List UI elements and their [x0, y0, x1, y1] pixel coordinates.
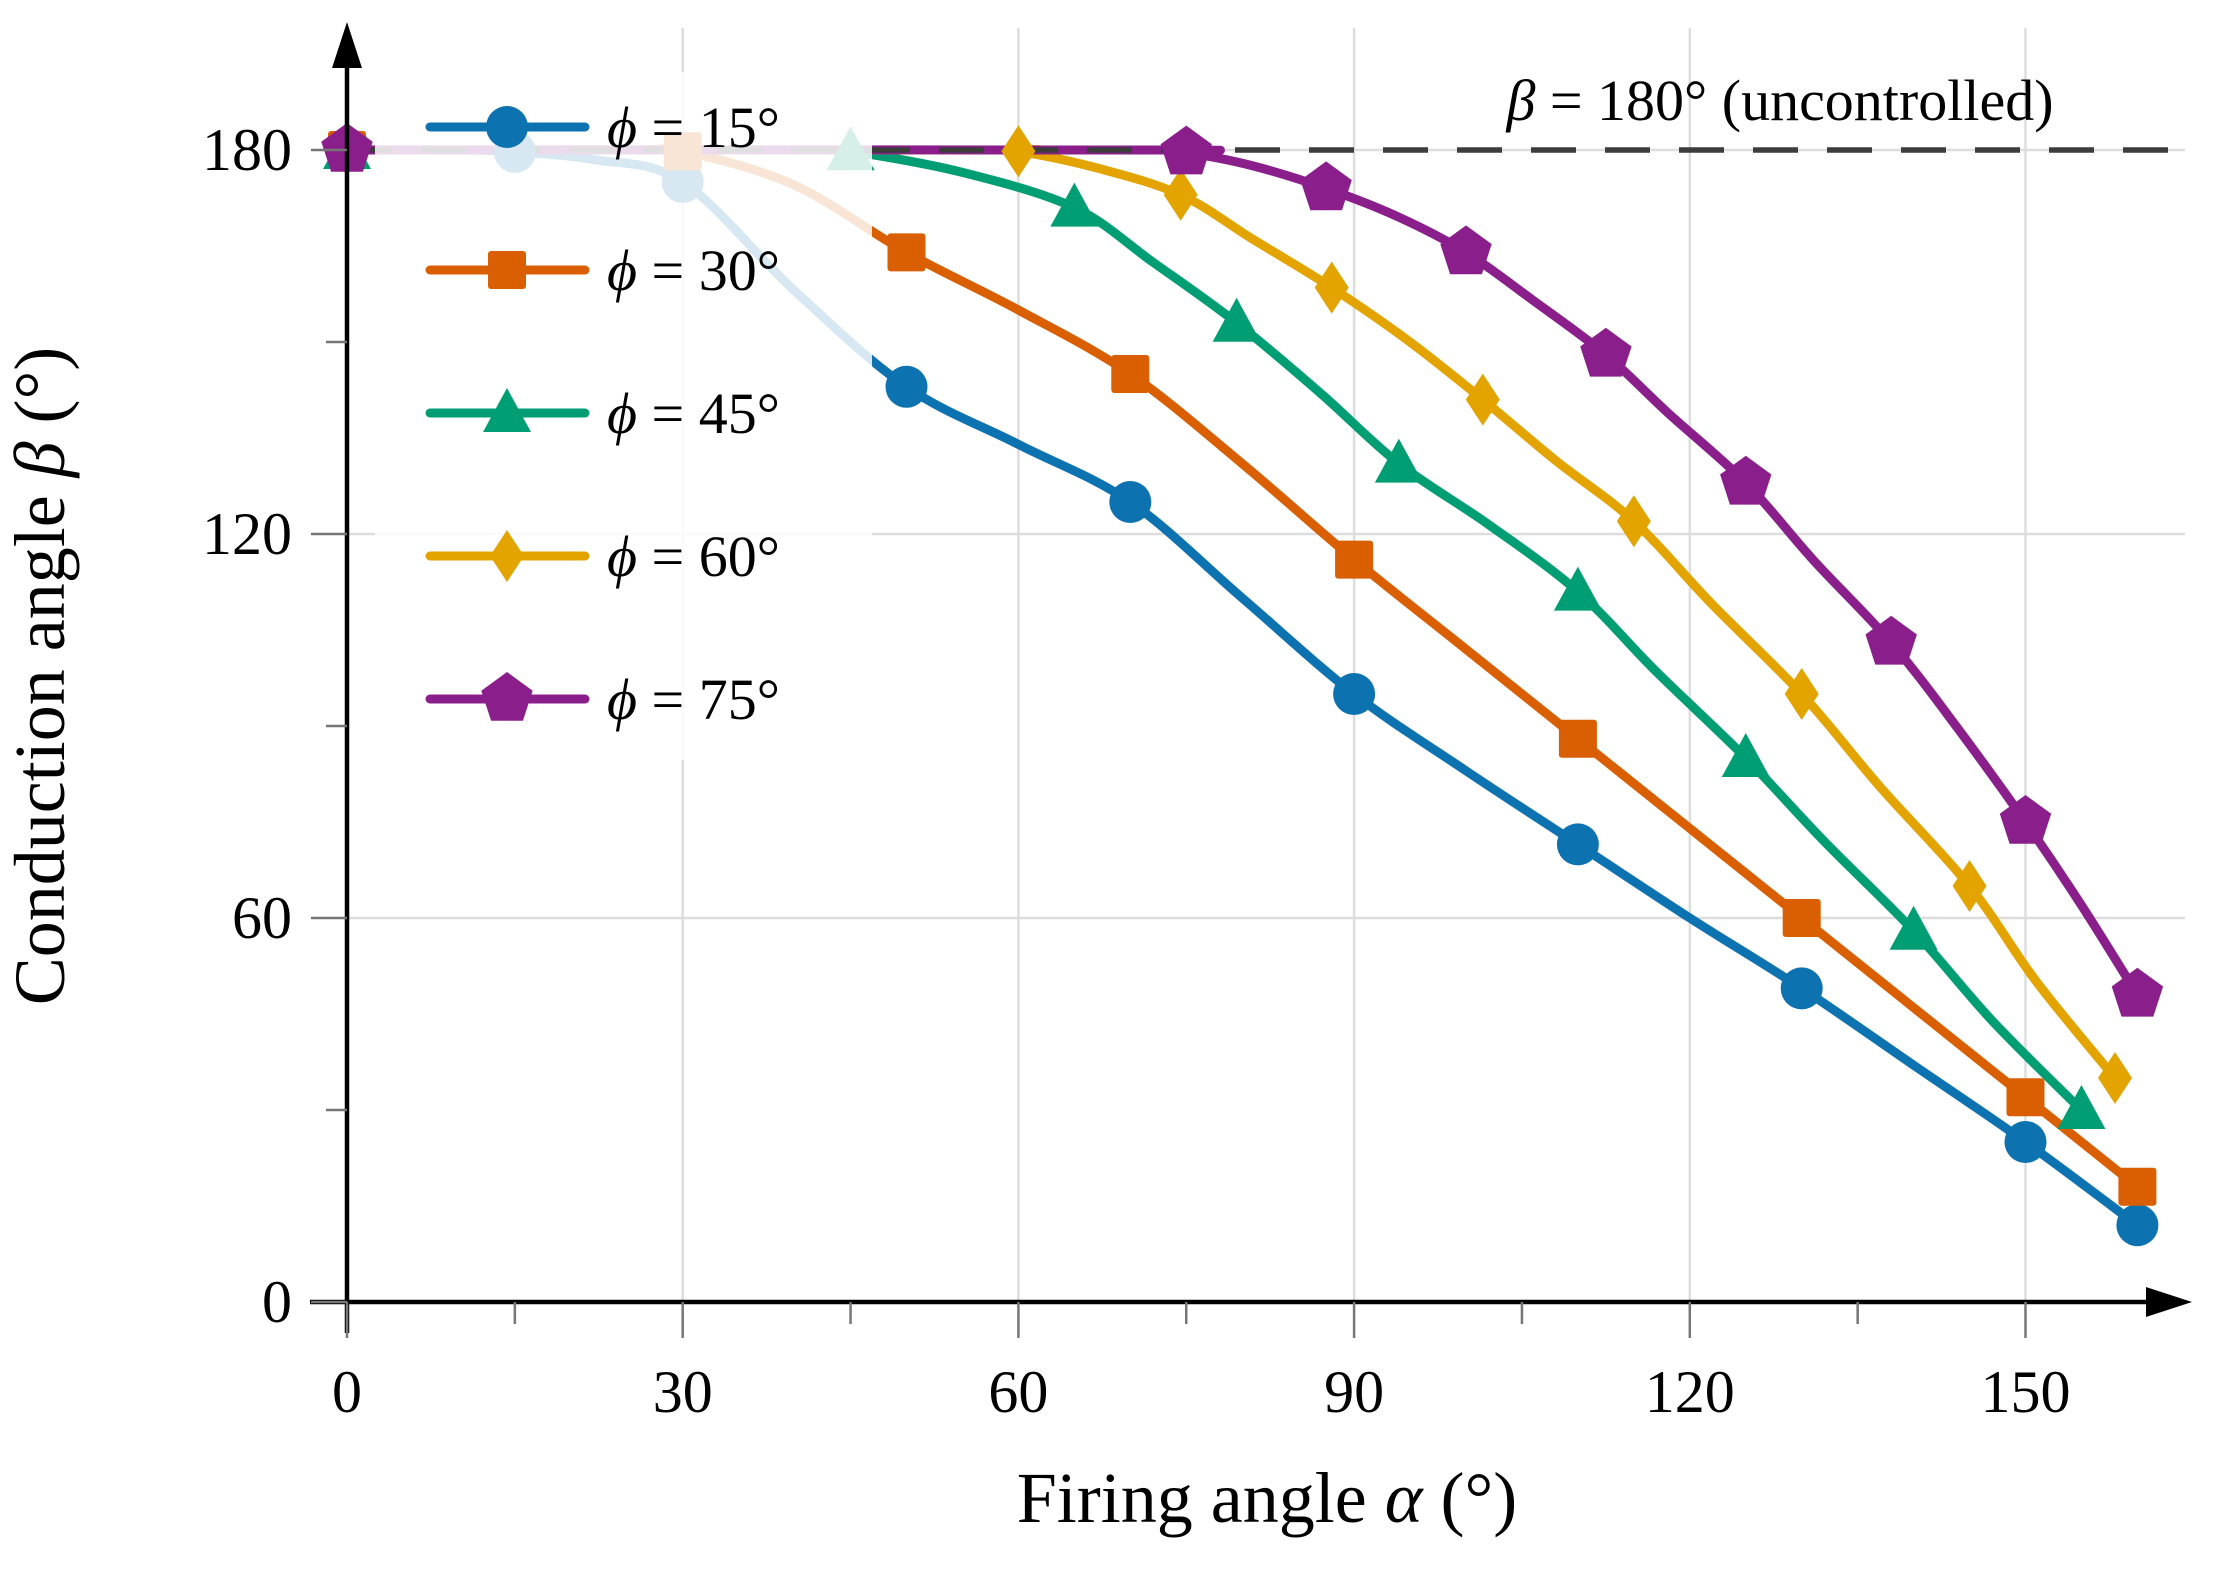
- marker-phi-30: [1111, 355, 1150, 393]
- x-tick-label: 120: [1645, 1359, 1735, 1425]
- legend-marker-diamond: [490, 530, 524, 582]
- marker-phi-60: [1163, 168, 1198, 221]
- x-tick-label: 60: [988, 1359, 1048, 1425]
- legend-marker-triangle: [483, 388, 531, 432]
- marker-phi-60: [1616, 495, 1651, 548]
- legend-label: ϕ = 60°: [607, 524, 780, 589]
- legend-entry-phi-30: ϕ = 30°: [425, 238, 780, 303]
- series-line-phi-75: [342, 145, 2142, 1000]
- y-tick-label: 60: [232, 885, 292, 951]
- axes: [310, 22, 2192, 1333]
- marker-phi-60: [1001, 125, 1036, 178]
- marker-phi-75: [1160, 125, 1212, 175]
- marker-phi-15: [885, 365, 928, 408]
- legend-entry-phi-60: ϕ = 60°: [425, 524, 780, 589]
- legend-label: ϕ = 75°: [607, 667, 780, 732]
- marker-phi-45: [1374, 438, 1423, 483]
- ticks: [311, 148, 2027, 1338]
- marker-phi-30: [2006, 1078, 2045, 1117]
- marker-phi-45: [1050, 182, 1099, 227]
- x-tick-label: 90: [1324, 1359, 1384, 1425]
- marker-phi-15: [1556, 823, 1599, 866]
- marker-phi-30: [1335, 540, 1374, 579]
- x-axis-arrow: [2146, 1287, 2192, 1317]
- marker-phi-15: [1333, 673, 1376, 715]
- marker-phi-75: [1865, 615, 1917, 665]
- legend-entry-phi-45: ϕ = 45°: [425, 381, 780, 446]
- marker-phi-45: [1212, 297, 1261, 342]
- legend-marker-circle: [486, 106, 528, 148]
- marker-phi-45: [1889, 905, 1938, 950]
- marker-phi-75: [1999, 795, 2052, 844]
- legend-entry-phi-75: ϕ = 75°: [425, 667, 780, 732]
- x-tick-label: 150: [1981, 1359, 2071, 1425]
- marker-phi-30: [887, 233, 926, 272]
- x-tick-label: 30: [653, 1359, 713, 1425]
- marker-phi-15: [1109, 481, 1152, 523]
- legend: ϕ = 15° ϕ = 30° ϕ = 45° ϕ = 60° ϕ = 75°: [375, 72, 872, 760]
- legend-label: ϕ = 15°: [607, 95, 780, 160]
- marker-phi-60: [1784, 668, 1819, 720]
- marker-phi-75: [1580, 327, 1632, 377]
- marker-phi-30: [2118, 1167, 2157, 1206]
- reference-line-label: β = 180° (uncontrolled): [1505, 68, 2053, 133]
- marker-phi-30: [1782, 899, 1821, 937]
- x-tick-label: 0: [332, 1359, 362, 1425]
- legend-label: ϕ = 45°: [607, 381, 780, 446]
- marker-phi-30: [1558, 719, 1597, 758]
- marker-phi-15: [1780, 967, 1823, 1010]
- marker-phi-60: [1314, 261, 1349, 314]
- marker-phi-75: [1720, 455, 1772, 505]
- x-axis-label: Firing angle α (°): [1017, 1458, 1518, 1538]
- marker-phi-60: [1952, 860, 1987, 912]
- marker-phi-75: [2111, 967, 2164, 1017]
- y-tick-label: 120: [202, 501, 292, 567]
- tick-labels: 0 60 120 180 0 30 60 90 120 150: [202, 117, 2071, 1425]
- marker-phi-45: [1553, 566, 1602, 611]
- marker-phi-75: [1440, 225, 1492, 275]
- y-tick-label: 0: [262, 1269, 292, 1335]
- legend-label: ϕ = 30°: [607, 238, 780, 303]
- legend-entry-phi-15: ϕ = 15°: [425, 95, 780, 160]
- marker-phi-45: [2057, 1085, 2106, 1129]
- y-axis-label: Conduction angle β (°): [0, 347, 80, 1006]
- marker-phi-60: [2098, 1052, 2133, 1104]
- marker-phi-75: [1300, 161, 1352, 211]
- marker-phi-45: [1721, 733, 1770, 777]
- marker-phi-60: [1465, 373, 1500, 426]
- marker-phi-15: [2004, 1121, 2047, 1163]
- y-axis-arrow: [332, 22, 362, 68]
- legend-marker-pentagon: [481, 672, 533, 721]
- y-tick-label: 180: [202, 117, 292, 183]
- marker-phi-15: [2116, 1204, 2159, 1247]
- legend-marker-square: [488, 251, 526, 289]
